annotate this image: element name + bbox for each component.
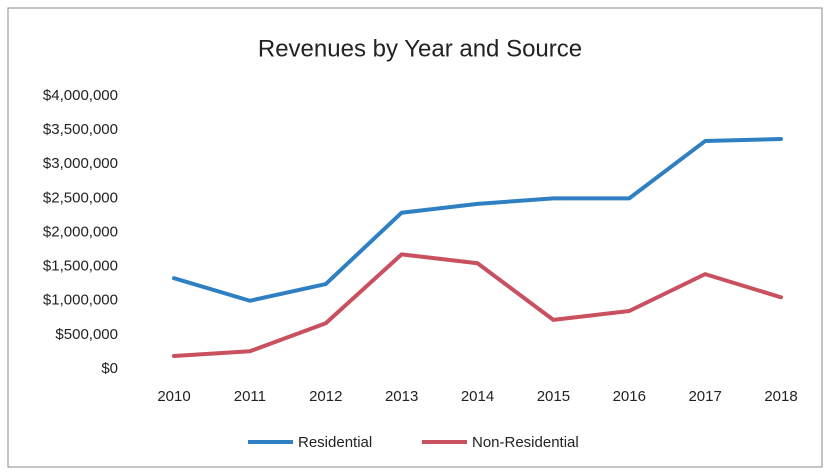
x-tick-label: 2018 [764,388,797,405]
legend-label: Residential [298,434,372,451]
line-series [172,252,783,359]
y-tick-label: $3,000,000 [43,155,118,172]
chart-title: Revenues by Year and Source [258,35,582,62]
y-tick-label: $500,000 [55,326,118,343]
x-tick-label: 2017 [688,388,721,405]
x-tick-label: 2016 [613,388,646,405]
y-tick-label: $3,500,000 [43,121,118,138]
x-tick-label: 2010 [157,388,190,405]
x-tick-label: 2014 [461,388,494,405]
x-tick-label: 2012 [309,388,342,405]
chart-frame [7,7,823,468]
y-tick-label: $0 [101,360,118,377]
line-series [172,136,783,303]
x-tick-label: 2013 [385,388,418,405]
legend-label: Non-Residential [472,434,579,451]
y-tick-label: $4,000,000 [43,87,118,104]
y-tick-label: $2,000,000 [43,223,118,240]
y-tick-label: $2,500,000 [43,189,118,206]
y-tick-label: $1,500,000 [43,258,118,275]
y-tick-label: $1,000,000 [43,292,118,309]
x-tick-label: 2011 [234,388,266,405]
x-tick-label: 2015 [537,388,570,405]
